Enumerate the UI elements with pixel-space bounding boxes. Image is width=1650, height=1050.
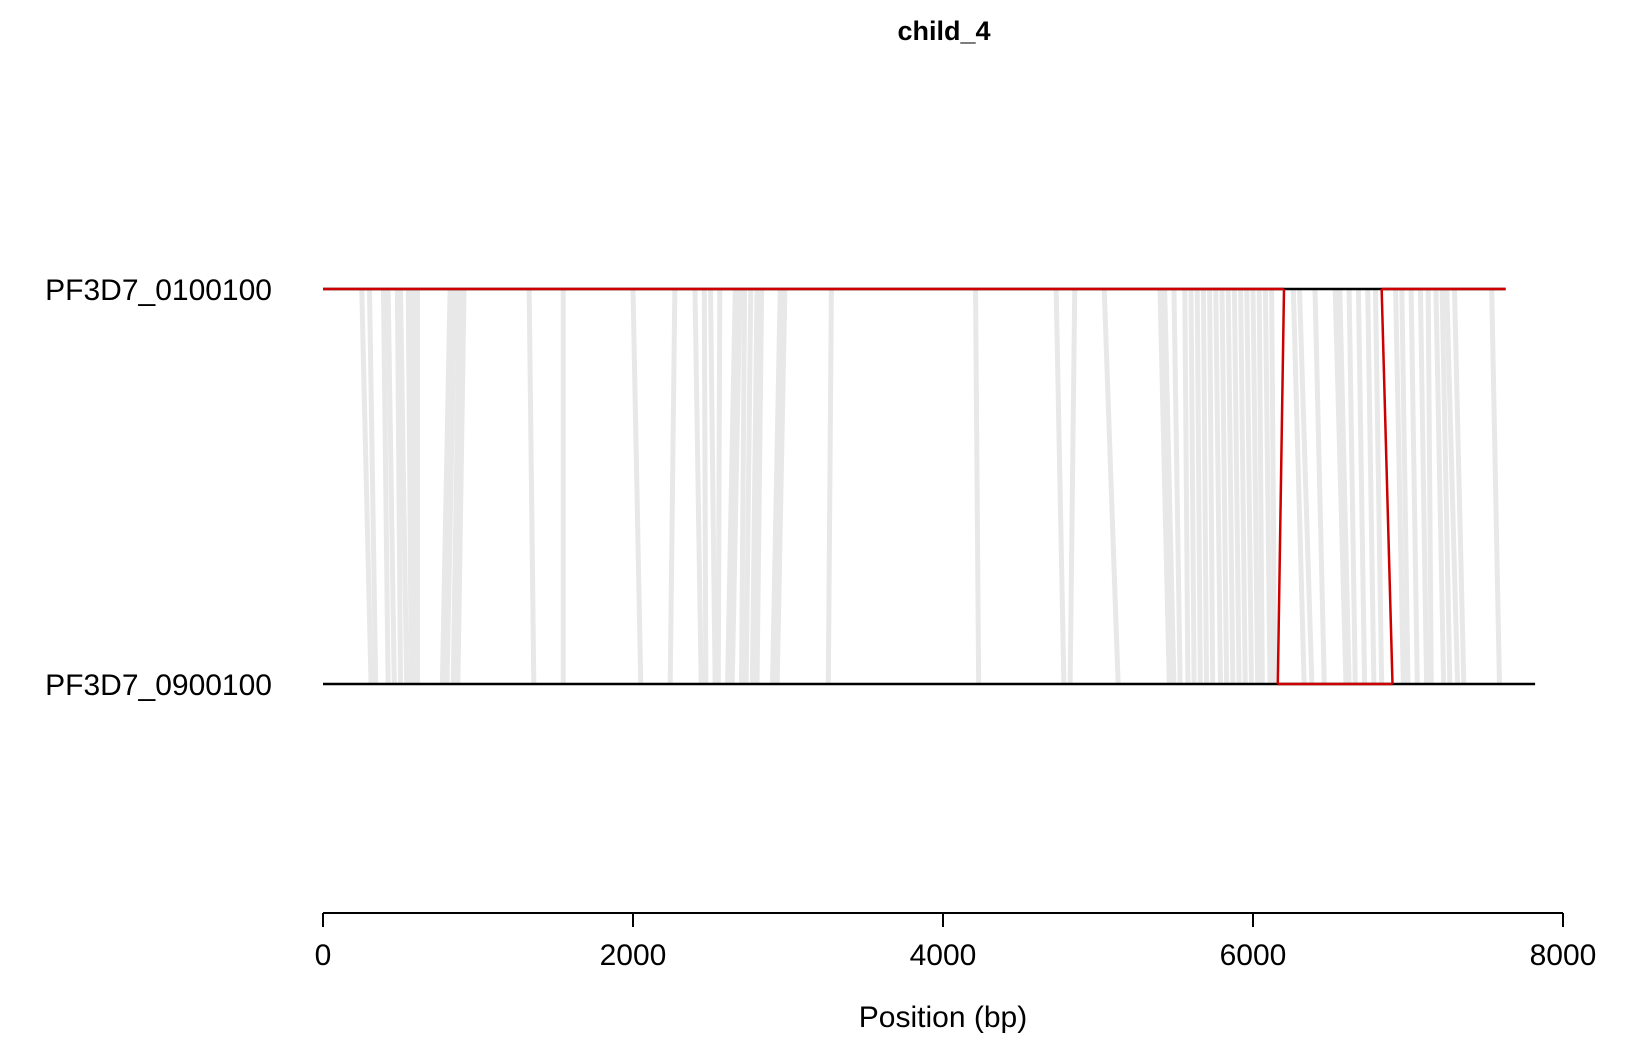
alignment-link [770,288,783,685]
alignment-link [1207,288,1216,685]
alignment-link [1231,288,1242,685]
alignment-link [825,288,834,685]
alignment-link [1194,288,1203,685]
alignment-link [701,288,709,685]
x-tick-label: 6000 [1220,939,1287,972]
alignment-link [1444,288,1461,685]
alignment-link [729,288,743,685]
alignment-link [1171,288,1183,685]
alignment-link [1417,288,1430,685]
alignment-link [359,288,374,685]
alignment-link [1355,288,1368,685]
alignment-link [743,288,754,685]
alignment-link [450,288,462,685]
highlighted-link [1276,288,1286,685]
alignment-link [1393,288,1406,685]
alignment-link [667,288,678,685]
alignment-link [526,288,537,685]
alignment-link [1297,288,1315,685]
alignment-link [1439,288,1453,685]
alignment-link [749,288,760,685]
alignment-link [1452,288,1467,685]
x-tick-label: 2000 [600,939,667,972]
alignment-link [394,288,403,685]
alignment-link [630,288,644,685]
alignment-link [774,288,788,685]
alignment-link [385,288,397,685]
alignment-link [1489,288,1502,685]
alignment-link [1346,288,1358,685]
alignment-link [1372,288,1385,685]
alignment-link [1433,288,1447,685]
alignment-link [367,288,379,685]
alignment-link [1200,288,1209,685]
alignment-link [1250,288,1261,685]
alignment-link [1067,288,1078,685]
alignment-link [1408,288,1420,685]
alignment-link [1262,288,1273,685]
alignment-link [439,288,453,685]
x-axis: 0 2000 4000 6000 8000 [315,912,1597,972]
alignment-link [1182,288,1191,685]
alignment-link [410,288,417,685]
alignment-link [1290,288,1307,685]
alignment-link [1219,288,1230,685]
alignment-link [1053,288,1067,685]
x-tick-label: 0 [315,939,332,972]
sequence-label: PF3D7_0100100 [45,274,272,307]
alignment-link [1365,288,1377,685]
highlight-layer [323,287,1506,686]
highlighted-link [1380,288,1394,685]
alignment-link [1256,288,1265,685]
alignment-link [398,288,410,685]
alignment-link [725,288,738,685]
alignment-link [754,288,765,685]
alignment-link [708,288,718,685]
x-tick-label: 4000 [910,939,977,972]
alignment-link [444,288,458,685]
alignment-link [405,288,414,685]
alignment-link [1337,288,1352,685]
alignment-link [1244,288,1254,685]
alignment-link [1425,288,1434,685]
alignment-link [1188,288,1197,685]
alignment-link [1238,288,1248,685]
x-axis-label: Position (bp) [859,1001,1027,1034]
alignment-link [1399,288,1411,685]
alignment-link [1269,288,1278,685]
alignment-link [380,288,391,685]
alignment-link [973,288,982,685]
alignment-link [715,288,723,685]
alignment-link [1332,288,1349,685]
alignment-link [455,288,467,685]
alignment-link [739,288,748,685]
alignment-link [1225,288,1236,685]
sequence-label: PF3D7_0900100 [45,669,272,702]
x-tick-label: 8000 [1530,939,1597,972]
alignment-link [1162,288,1177,685]
sequence-labels: PF3D7_0100100 PF3D7_0900100 [45,274,272,702]
alignment-link [1213,288,1223,685]
alignment-link [1312,288,1327,685]
alignment-link [1101,288,1121,685]
alignment-link [1157,288,1172,685]
alignment-link [692,288,704,685]
links-layer [359,288,1502,685]
chart-title: child_4 [897,16,990,46]
